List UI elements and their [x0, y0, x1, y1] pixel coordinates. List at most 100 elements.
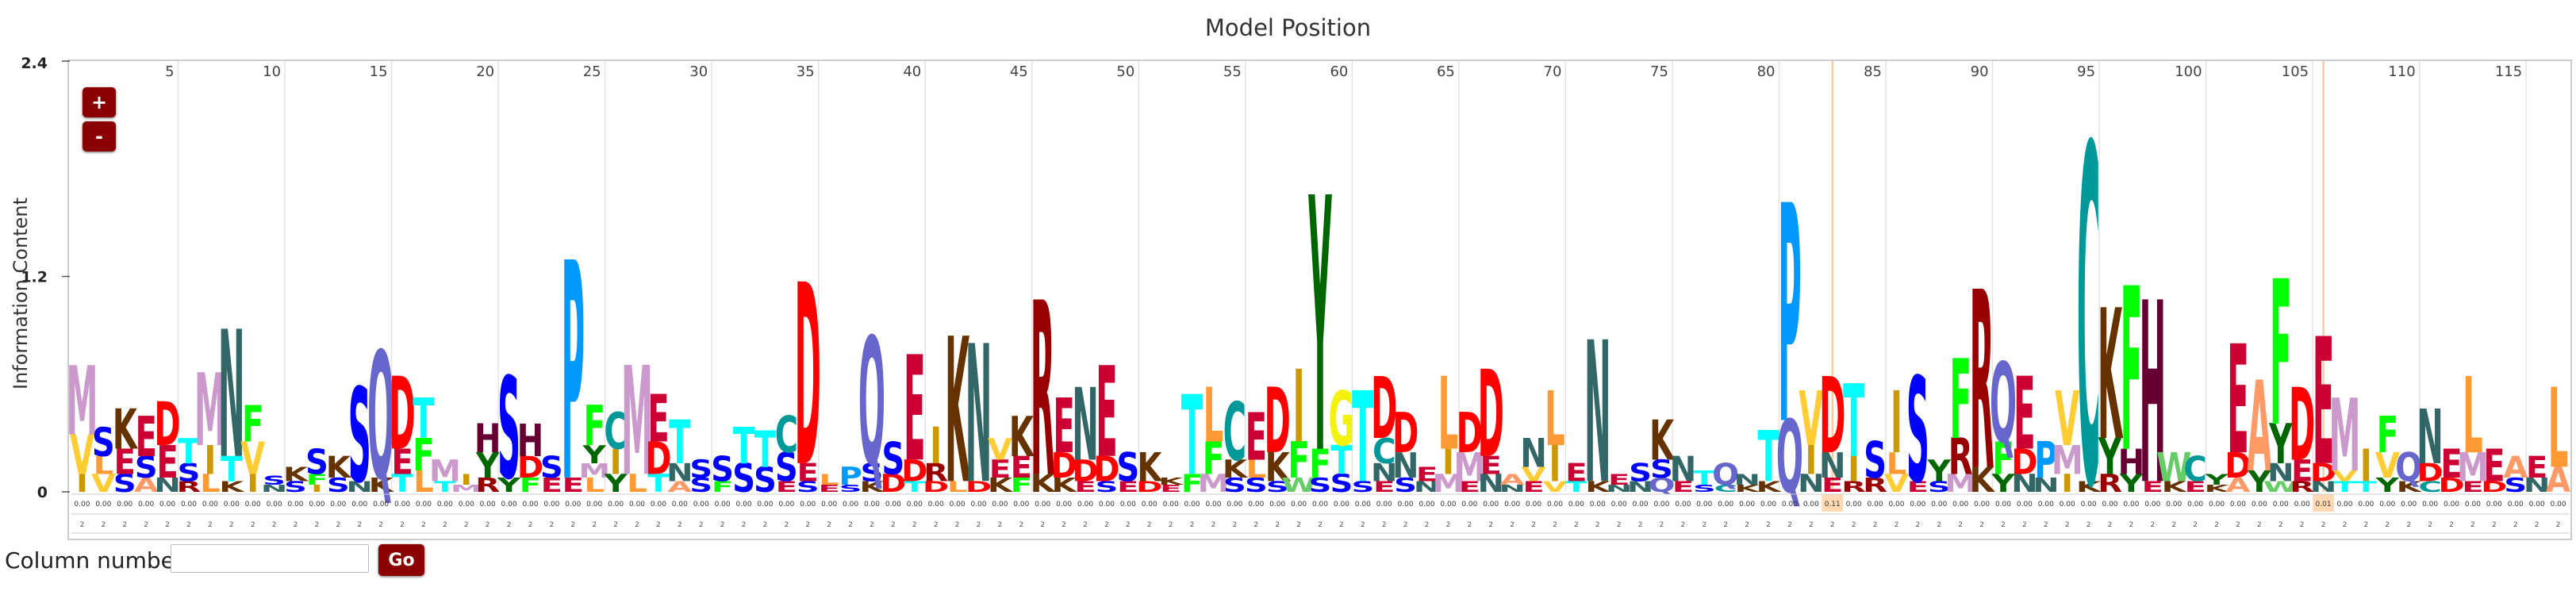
logo-letter-P: P — [839, 462, 862, 491]
insert-probability-label: 0.00 — [1803, 501, 1819, 508]
logo-letter-Q: Q — [367, 317, 394, 520]
insert-length-label: 2 — [80, 521, 85, 529]
logo-letter-S: S — [284, 478, 307, 496]
logo-letter-K: K — [2397, 478, 2423, 496]
x-tick-label: 115 — [2495, 63, 2522, 80]
insert-length-label: 2 — [827, 521, 831, 529]
logo-letter-E: E — [114, 442, 136, 482]
logo-letter-D: D — [2417, 459, 2443, 488]
insert-length-label: 2 — [870, 521, 874, 529]
insert-probability-label: 0.00 — [522, 501, 538, 508]
logo-letter-R: R — [475, 474, 500, 497]
insert-probability-label: 0.00 — [608, 501, 624, 508]
insert-length-label: 2 — [1040, 521, 1045, 529]
x-tick-label: 105 — [2282, 63, 2309, 80]
go-button[interactable]: Go — [378, 544, 424, 576]
logo-letter-M: M — [2052, 437, 2083, 484]
y-tick-label: 2.4 — [21, 55, 48, 72]
x-tick-label: 100 — [2175, 63, 2202, 80]
insert-probability-label: 0.00 — [1590, 501, 1606, 508]
logo-letter-R: R — [1841, 478, 1866, 496]
logo-letter-N: N — [666, 459, 693, 488]
logo-letter-K: K — [2162, 478, 2188, 496]
insert-length-label: 2 — [2087, 521, 2091, 529]
insert-probability-label: 0.00 — [1461, 501, 1477, 508]
insert-probability-label: 0.00 — [437, 501, 453, 508]
insert-probability-label: 0.00 — [2422, 501, 2438, 508]
insert-probability-label: 0.00 — [1931, 501, 1947, 508]
logo-letter-S: S — [861, 459, 884, 488]
insert-probability-label: 0.00 — [1355, 501, 1371, 508]
column-number-input[interactable] — [171, 544, 369, 573]
logo-letter-E: E — [2526, 451, 2547, 485]
logo-letter-F: F — [1203, 432, 1224, 485]
x-tick-label: 20 — [476, 63, 494, 80]
logo-letter-I: I — [460, 471, 472, 489]
logo-letter-K: K — [283, 462, 309, 485]
logo-letter-K: K — [988, 474, 1013, 497]
logo-letter-I: I — [2360, 439, 2372, 492]
logo-letter-S: S — [92, 419, 115, 466]
insert-probability-label: 0.00 — [1398, 501, 1414, 508]
logo-letter-R: R — [923, 459, 948, 488]
logo-letter-N: N — [346, 478, 373, 496]
insert-length-label: 2 — [784, 521, 789, 529]
logo-letter-N: N — [2310, 478, 2337, 496]
insert-length-label: 2 — [1403, 521, 1408, 529]
insert-probability-label: 0.00 — [864, 501, 880, 508]
logo-letter-T: T — [413, 389, 435, 451]
logo-letter-N: N — [1392, 445, 1419, 485]
logo-letter-I: I — [311, 483, 323, 495]
logo-letter-N: N — [1733, 471, 1760, 489]
logo-letter-S: S — [1864, 432, 1887, 490]
insert-length-label: 2 — [1809, 521, 1814, 529]
logo-letter-Y: Y — [2269, 413, 2294, 476]
logo-letter-N: N — [2524, 474, 2551, 497]
insert-length-label: 2 — [1916, 521, 1921, 529]
logo-letter-E: E — [1565, 459, 1587, 488]
insert-length-label: 2 — [1382, 521, 1387, 529]
logo-letter-A: A — [667, 478, 693, 496]
zoom-out-button[interactable]: - — [83, 121, 116, 152]
insert-probability-label: 0.00 — [309, 501, 324, 508]
logo-letter-K: K — [219, 478, 245, 496]
logo-letter-M: M — [2457, 444, 2489, 491]
insert-length-label: 2 — [144, 521, 148, 529]
insert-probability-label: 0.00 — [1205, 501, 1221, 508]
insert-probability-label: 0.00 — [159, 501, 175, 508]
logo-letter-N: N — [966, 306, 992, 527]
logo-letter-Q: Q — [1712, 458, 1739, 493]
insert-probability-label: 0.00 — [586, 501, 602, 508]
logo-letter-D: D — [1050, 445, 1077, 485]
logo-letter-S: S — [797, 478, 820, 496]
logo-letter-L: L — [584, 474, 605, 497]
insert-probability-label: 0.00 — [1142, 501, 1157, 508]
insert-length-label: 2 — [1766, 521, 1771, 529]
insert-length-label: 2 — [678, 521, 682, 529]
logo-letter-K: K — [1649, 410, 1676, 473]
insert-length-label: 2 — [2428, 521, 2432, 529]
logo-letter-S: S — [1351, 478, 1374, 496]
logo-letter-E: E — [1608, 471, 1630, 489]
zoom-in-button[interactable]: + — [83, 87, 116, 117]
logo-letter-F: F — [306, 471, 328, 489]
insert-probability-label: 0.00 — [1099, 501, 1115, 508]
insert-probability-label: 0.00 — [2252, 501, 2267, 508]
insert-length-label: 2 — [742, 521, 747, 529]
logo-letter-Y: Y — [475, 445, 500, 485]
insert-probability-label: 0.00 — [1440, 501, 1456, 508]
insert-length-label: 2 — [1531, 521, 1536, 529]
logo-letter-T: T — [647, 469, 670, 498]
logo-letter-T: T — [669, 409, 690, 478]
insert-probability-label: 0.00 — [373, 501, 389, 508]
logo-letter-E: E — [562, 474, 584, 497]
insert-probability-label: 0.00 — [1910, 501, 1925, 508]
insert-probability-label: 0.00 — [1504, 501, 1520, 508]
logo-letter-L: L — [200, 469, 221, 498]
logo-letter-D: D — [1072, 455, 1098, 489]
insert-length-label: 2 — [2300, 521, 2305, 529]
insert-probability-label: 0.00 — [1696, 501, 1712, 508]
insert-probability-label: 0.00 — [416, 501, 432, 508]
x-tick-label: 95 — [2077, 63, 2095, 80]
